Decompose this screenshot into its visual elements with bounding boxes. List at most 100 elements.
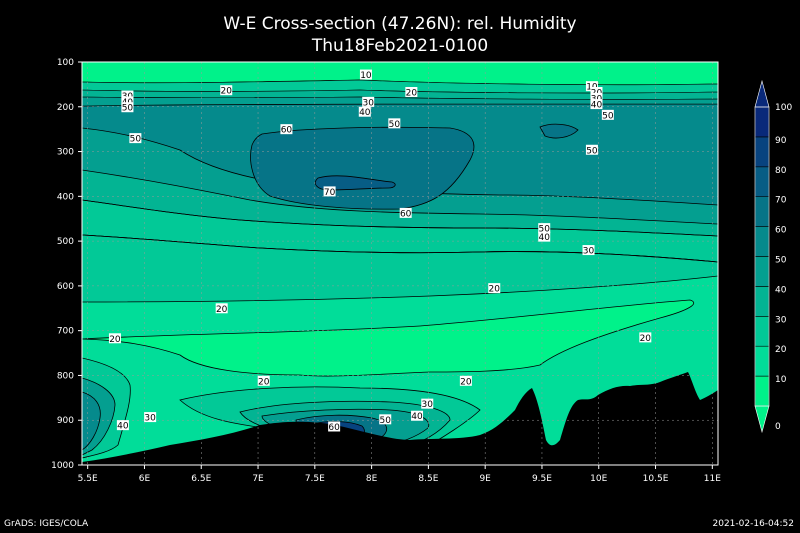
contour-label-bg	[328, 421, 341, 432]
contour-label-bg	[538, 231, 551, 242]
colorbar-label: 50	[775, 256, 787, 266]
contour-label-bg	[399, 207, 412, 218]
colorbar-segment	[754, 196, 770, 227]
colorbar-label: 60	[775, 226, 787, 236]
contour-label-bg	[359, 69, 372, 80]
contour-label: 30	[144, 414, 156, 424]
contour-label-bg	[323, 186, 336, 197]
x-tick-label: 11E	[704, 474, 721, 484]
contour-label: 50	[602, 111, 614, 121]
contour-label-bg	[388, 118, 401, 129]
contour-label-bg	[582, 245, 595, 256]
colorbar-label: 20	[775, 345, 787, 355]
colorbar-segment	[754, 136, 770, 168]
y-tick-label: 700	[57, 327, 74, 337]
contour-label-bg	[590, 92, 603, 103]
contour-label-bg	[488, 283, 501, 294]
band-under-20	[82, 299, 695, 377]
colorbar-frame	[754, 106, 770, 407]
footer-timestamp: 2021-02-16-04:52	[712, 519, 795, 529]
y-tick-label: 1000	[51, 461, 74, 471]
contour-label-bg	[601, 109, 614, 120]
colorbar-segment	[754, 226, 770, 257]
contour-label-bg	[215, 303, 228, 314]
colorbar-segment	[754, 286, 770, 317]
colorbar-label: 40	[775, 285, 787, 295]
x-tick-label: 8E	[366, 474, 378, 484]
x-tick-label: 9E	[479, 474, 491, 484]
contour-label-bg	[411, 410, 424, 421]
contour-label: 20	[258, 377, 270, 387]
x-tick-label: 8.5E	[418, 474, 438, 484]
colorbar-segment	[754, 256, 770, 287]
plot-frame	[81, 61, 719, 466]
x-tick-label: 10E	[590, 474, 607, 484]
contour-label: 30	[422, 400, 434, 410]
colorbar-segment	[754, 345, 770, 377]
contour-label: 50	[539, 225, 551, 235]
x-axis: 5.5E 6E 6.5E 7E 7.5E 8E 8.5E 9E 9.5E 10E 10.5E 11E	[78, 465, 721, 484]
gridlines	[82, 62, 718, 465]
contour-label: 60	[281, 126, 293, 136]
contour-label-bg	[121, 90, 134, 101]
contour-label-bg	[379, 414, 392, 425]
y-tick-label: 800	[57, 371, 74, 381]
contour-label: 30	[583, 247, 595, 257]
contour-field	[82, 62, 718, 465]
y-tick-label: 900	[57, 416, 74, 426]
contour-label-bg	[590, 99, 603, 110]
colorbar: 0 10 20 30 40 50 60 70 80 90 100	[754, 79, 792, 434]
contour-label-bg	[421, 398, 434, 409]
contour-label: 50	[130, 135, 142, 145]
colorbar-segment	[754, 315, 770, 347]
contour-label: 40	[591, 101, 603, 111]
contour-label-bg	[585, 144, 598, 155]
footer-credit: GrADS: IGES/COLA	[4, 519, 89, 529]
contour-label-bg	[220, 85, 233, 96]
x-tick-label: 6E	[139, 474, 151, 484]
colorbar-segment	[754, 106, 770, 138]
contour-label-bg	[358, 106, 371, 117]
x-tick-label: 5.5E	[78, 474, 98, 484]
contour-lines	[82, 199, 718, 263]
y-tick-label: 500	[57, 237, 74, 247]
contour-label: 20	[489, 285, 501, 295]
contour-label: 40	[359, 108, 371, 118]
contour-label: 20	[640, 334, 652, 344]
contour-label-bg	[538, 223, 551, 234]
contour-label: 20	[221, 87, 233, 97]
colorbar-segment	[754, 166, 770, 198]
contour-label-bg	[129, 133, 142, 144]
contour-labels: 1020203040503040501020304050506050706050…	[108, 69, 652, 433]
y-tick-label: 400	[57, 192, 74, 202]
contour-label: 40	[539, 233, 551, 243]
x-tick-label: 9.5E	[532, 474, 552, 484]
colorbar-label: 90	[775, 136, 787, 146]
band-low-west-3	[82, 391, 101, 451]
x-tick-label: 10.5E	[643, 474, 669, 484]
chart-subtitle: Thu18Feb2021-0100	[311, 36, 489, 56]
colorbar-label: 0	[775, 422, 781, 432]
contour-label-bg	[257, 375, 270, 386]
contour-label: 40	[411, 412, 423, 422]
band-60-70-east	[539, 123, 579, 139]
contour-label: 60	[328, 423, 340, 433]
contour-label: 50	[380, 416, 392, 426]
colorbar-bottom-arrow	[754, 405, 770, 434]
contour-label: 20	[460, 377, 472, 387]
contour-label-bg	[280, 124, 293, 135]
colorbar-segment	[754, 375, 770, 407]
x-tick-label: 7E	[252, 474, 264, 484]
contour-label-bg	[590, 87, 603, 98]
contour-label: 40	[117, 422, 129, 432]
y-tick-label: 200	[57, 103, 74, 113]
contour-label: 20	[109, 335, 121, 345]
contour-label-bg	[639, 332, 652, 343]
x-tick-label: 7.5E	[305, 474, 325, 484]
contour-label: 20	[216, 305, 228, 315]
band-upper-40-50	[82, 96, 718, 107]
y-tick-label: 300	[57, 148, 74, 158]
contour-label: 50	[586, 146, 598, 156]
colorbar-label: 30	[775, 315, 787, 325]
